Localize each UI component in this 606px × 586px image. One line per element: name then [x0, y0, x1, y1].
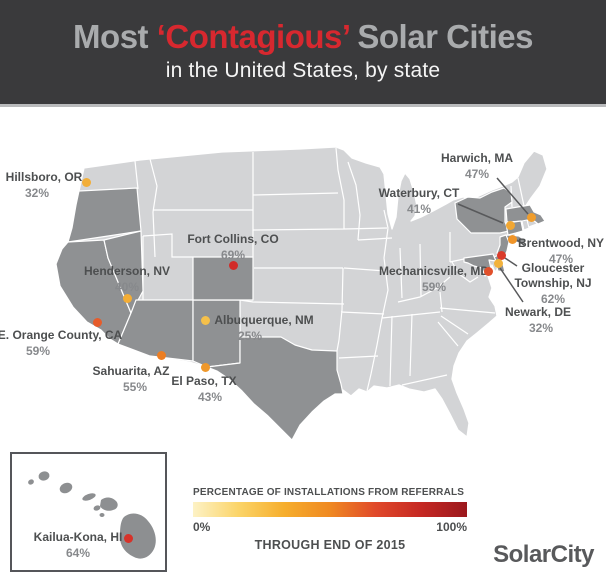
title-part-2: Solar Cities — [348, 18, 533, 55]
leader-line — [496, 177, 529, 215]
page-title: Most ‘Contagious’ Solar Cities — [0, 0, 606, 55]
header: Most ‘Contagious’ Solar Cities in the Un… — [0, 0, 606, 107]
legend-footnote: THROUGH END OF 2015 — [254, 538, 406, 552]
legend-max-label: 100% — [436, 520, 467, 534]
legend-min-label: 0% — [193, 520, 211, 534]
legend: PERCENTAGE OF INSTALLATIONS FROM REFERRA… — [193, 487, 467, 552]
legend-gradient-bar — [193, 502, 467, 517]
hawaii-inset — [10, 452, 167, 572]
title-highlight: ‘Contagious’ — [156, 18, 350, 55]
page-subtitle: in the United States, by state — [165, 58, 441, 82]
leader-line — [504, 257, 518, 267]
state-borders — [134, 147, 525, 392]
state-rhode-island — [521, 219, 530, 231]
leader-line — [499, 267, 524, 303]
leader-line — [516, 239, 525, 246]
brand-logo: SolarCity — [493, 541, 594, 568]
legend-title: PERCENTAGE OF INSTALLATIONS FROM REFERRA… — [193, 487, 465, 498]
state-colorado — [192, 256, 254, 301]
leader-line — [457, 203, 504, 224]
title-part-1: Most — [73, 18, 157, 55]
legend-scale: 0% 100% — [193, 520, 467, 534]
state-texas — [206, 336, 344, 441]
